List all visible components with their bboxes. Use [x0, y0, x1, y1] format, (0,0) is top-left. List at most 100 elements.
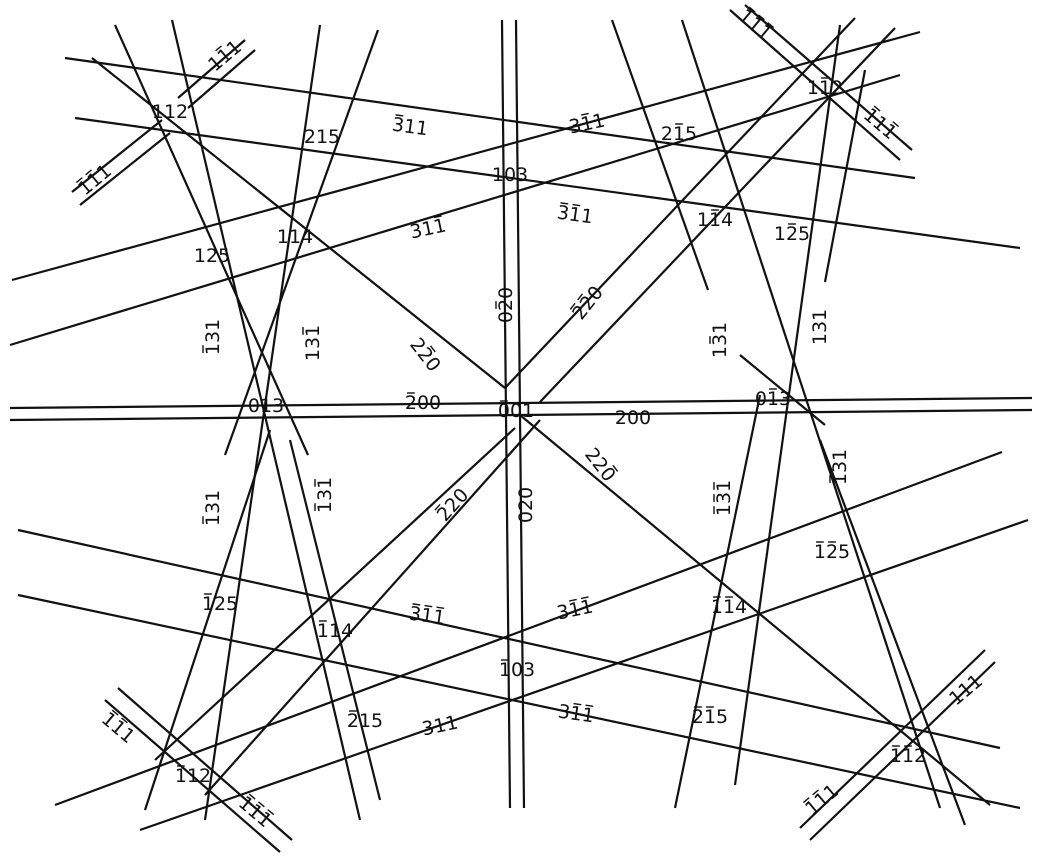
band-line	[204, 419, 541, 796]
overbar-mark	[395, 114, 404, 117]
index-label-p103: 103	[492, 164, 528, 186]
band-line	[139, 518, 1029, 832]
band-line	[9, 396, 1033, 410]
index-label-b111_e: 111	[97, 708, 139, 748]
band-line	[91, 57, 506, 389]
overbar-mark	[812, 789, 819, 796]
index-label-b131_e: 131	[202, 490, 224, 526]
overbar-mark	[429, 345, 436, 353]
overbar-mark	[568, 598, 577, 602]
overbar-mark	[248, 793, 256, 800]
overbar-mark	[802, 797, 810, 804]
index-label-p103b: 103	[499, 659, 535, 681]
band-line	[519, 414, 991, 806]
band-line	[143, 429, 272, 811]
index-label-p013b: 013	[755, 388, 791, 410]
index-label-b131_b: 131	[302, 325, 324, 361]
band-line	[79, 132, 171, 206]
kikuchi-band-lines	[9, 4, 1033, 853]
overbar-mark	[75, 177, 83, 184]
band-line	[9, 73, 901, 347]
band-line	[799, 649, 986, 829]
overbar-mark	[85, 169, 92, 176]
band-line	[117, 687, 293, 841]
index-label-p001: 001	[498, 400, 534, 422]
band-line	[104, 699, 281, 853]
overbar-mark	[215, 45, 222, 52]
band-line	[288, 439, 382, 801]
overbar-mark	[560, 202, 569, 205]
band-line	[203, 24, 322, 821]
overbar-mark	[892, 121, 900, 128]
index-label-b020_b: 020	[515, 487, 537, 523]
overbar-mark	[121, 717, 128, 724]
index-label-b131_c: 131	[709, 322, 731, 358]
index-label-p125b: 125	[774, 223, 810, 245]
overbar-mark	[612, 464, 619, 472]
overbar-mark	[424, 604, 433, 608]
band-line	[733, 24, 842, 786]
overbar-mark	[748, 6, 756, 13]
band-line	[170, 19, 362, 821]
band-line	[729, 9, 901, 161]
overbar-mark	[111, 709, 119, 716]
index-label-b020_a: 020	[495, 287, 517, 323]
index-label-b311_d: 311	[408, 214, 448, 243]
overbar-mark	[434, 503, 441, 511]
index-label-b131_h: 131	[829, 449, 851, 485]
overbar-mark	[412, 603, 421, 606]
index-label-b311_a: 311	[391, 114, 430, 141]
index-label-b131_g: 131	[713, 480, 735, 516]
index-label-p125: 125	[194, 245, 230, 267]
index-label-p112_tl: 112	[152, 101, 188, 123]
overbar-mark	[569, 302, 576, 310]
overbar-mark	[873, 105, 881, 112]
overbar-mark	[580, 112, 589, 116]
index-label-p215: 215	[304, 126, 340, 148]
band-line	[500, 19, 512, 809]
band-line	[504, 17, 856, 389]
index-label-p112_tr: 112	[807, 77, 843, 99]
band-line	[673, 394, 762, 809]
band-line	[113, 24, 310, 456]
index-label-p215c: 215	[347, 710, 383, 732]
overbar-mark	[258, 801, 265, 808]
index-label-p114: 114	[277, 226, 313, 248]
index-label-b220_a: 220	[568, 282, 608, 324]
overbar-mark	[758, 14, 765, 21]
index-label-b131_f: 131	[314, 477, 336, 513]
overbar-mark	[767, 22, 775, 29]
overbar-mark	[585, 704, 594, 708]
band-line	[17, 528, 1001, 750]
index-label-p013: 013	[248, 395, 284, 417]
band-line	[223, 29, 380, 456]
index-label-b131_d: 131	[809, 309, 831, 345]
index-label-b220_c: 220	[580, 444, 620, 486]
index-label-p112_bl: 112	[175, 765, 211, 787]
index-label-p112_br: 112	[890, 745, 926, 767]
band-line	[17, 593, 1021, 810]
index-label-b131_a: 131	[202, 319, 224, 355]
index-label-p215d: 215	[692, 706, 728, 728]
overbar-mark	[577, 293, 584, 301]
band-line	[177, 39, 246, 99]
band-line	[54, 450, 1003, 807]
band-line	[610, 19, 710, 291]
index-label-b200_b: 200	[615, 407, 651, 429]
band-line	[539, 27, 896, 403]
index-label-p114c: 114	[317, 620, 353, 642]
index-label-b220_b: 220	[405, 334, 445, 376]
index-label-b200_a: 200	[405, 392, 441, 414]
band-line	[71, 119, 163, 193]
band-line	[11, 30, 921, 282]
band-line	[187, 49, 256, 109]
band-line	[739, 354, 826, 426]
index-label-p215b: 215	[661, 123, 697, 145]
band-line	[154, 427, 516, 761]
overbar-mark	[433, 215, 442, 219]
index-label-b311_h: 311	[420, 711, 460, 740]
overbar-mark	[580, 596, 589, 600]
overbar-mark	[436, 606, 445, 610]
band-line	[823, 69, 867, 283]
